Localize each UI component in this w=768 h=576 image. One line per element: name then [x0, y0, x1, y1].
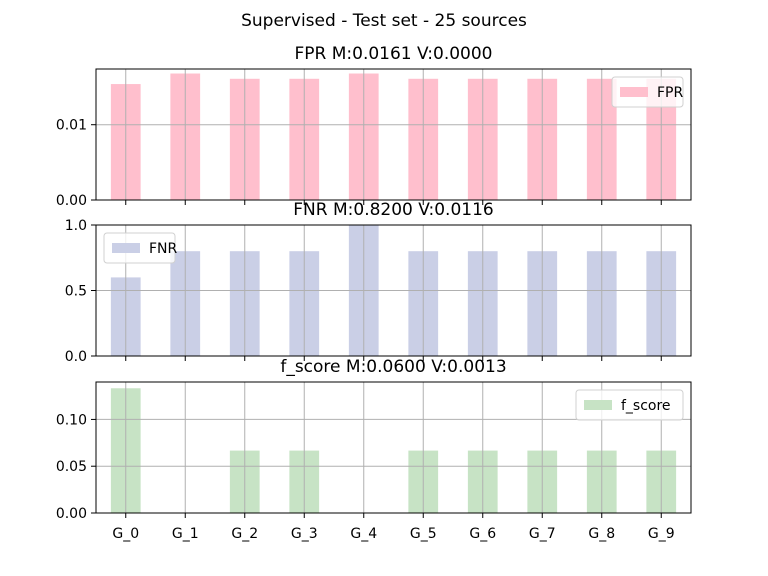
- x-tick-label-G_1: G_1: [172, 526, 199, 542]
- panel-2: 0.0 0.5 1.0 FNR M:0.8200 V:0.0116 FNR: [65, 200, 692, 365]
- panel-title: f_score M:0.0600 V:0.0013: [280, 357, 506, 377]
- y-tick-label: 0.5: [65, 284, 87, 300]
- panel-title: FNR M:0.8200 V:0.0116: [293, 200, 493, 220]
- x-tick-label-G_5: G_5: [410, 526, 437, 542]
- x-tick-label-G_2: G_2: [231, 526, 258, 542]
- x-tick-label-G_7: G_7: [529, 526, 556, 542]
- x-tick-label-G_4: G_4: [350, 526, 377, 542]
- y-tick-label: 0.0: [65, 349, 87, 365]
- panel-title: FPR M:0.0161 V:0.0000: [295, 44, 493, 64]
- legend-swatch: [620, 87, 648, 97]
- legend-swatch: [584, 400, 612, 410]
- x-tick-label-G_8: G_8: [588, 526, 615, 542]
- x-tick-label-G_6: G_6: [469, 526, 496, 542]
- y-tick-label: 1.0: [65, 218, 87, 234]
- figure-suptitle: Supervised - Test set - 25 sources: [241, 11, 527, 31]
- y-tick-label: 0.05: [56, 459, 87, 475]
- axes-frame: [95, 381, 692, 514]
- axes-frame: [95, 68, 692, 201]
- y-tick-label: 0.00: [56, 506, 87, 522]
- x-tick-label-G_3: G_3: [291, 526, 318, 542]
- y-tick-label: 0.00: [56, 193, 87, 209]
- legend-label: f_score: [621, 398, 671, 414]
- panel-3: 0.00 0.05 0.10 G_0 G_1 G_2 G_3 G_4 G_5 G_6 G_7 G_8 G…: [56, 357, 692, 542]
- axes-frame: [95, 224, 692, 357]
- y-tick-label: 0.10: [56, 412, 87, 428]
- x-tick-label-G_9: G_9: [648, 526, 675, 542]
- y-tick-label: 0.01: [56, 118, 87, 134]
- legend-box: [575, 389, 684, 421]
- legend-label: FPR: [657, 85, 683, 101]
- x-tick-label-G_0: G_0: [112, 526, 139, 542]
- legend-label: FNR: [149, 241, 178, 257]
- legend-swatch: [112, 243, 140, 253]
- panel-1: 0.00 0.01 FPR M:0.0161 V:0.0000 FPR: [56, 44, 692, 209]
